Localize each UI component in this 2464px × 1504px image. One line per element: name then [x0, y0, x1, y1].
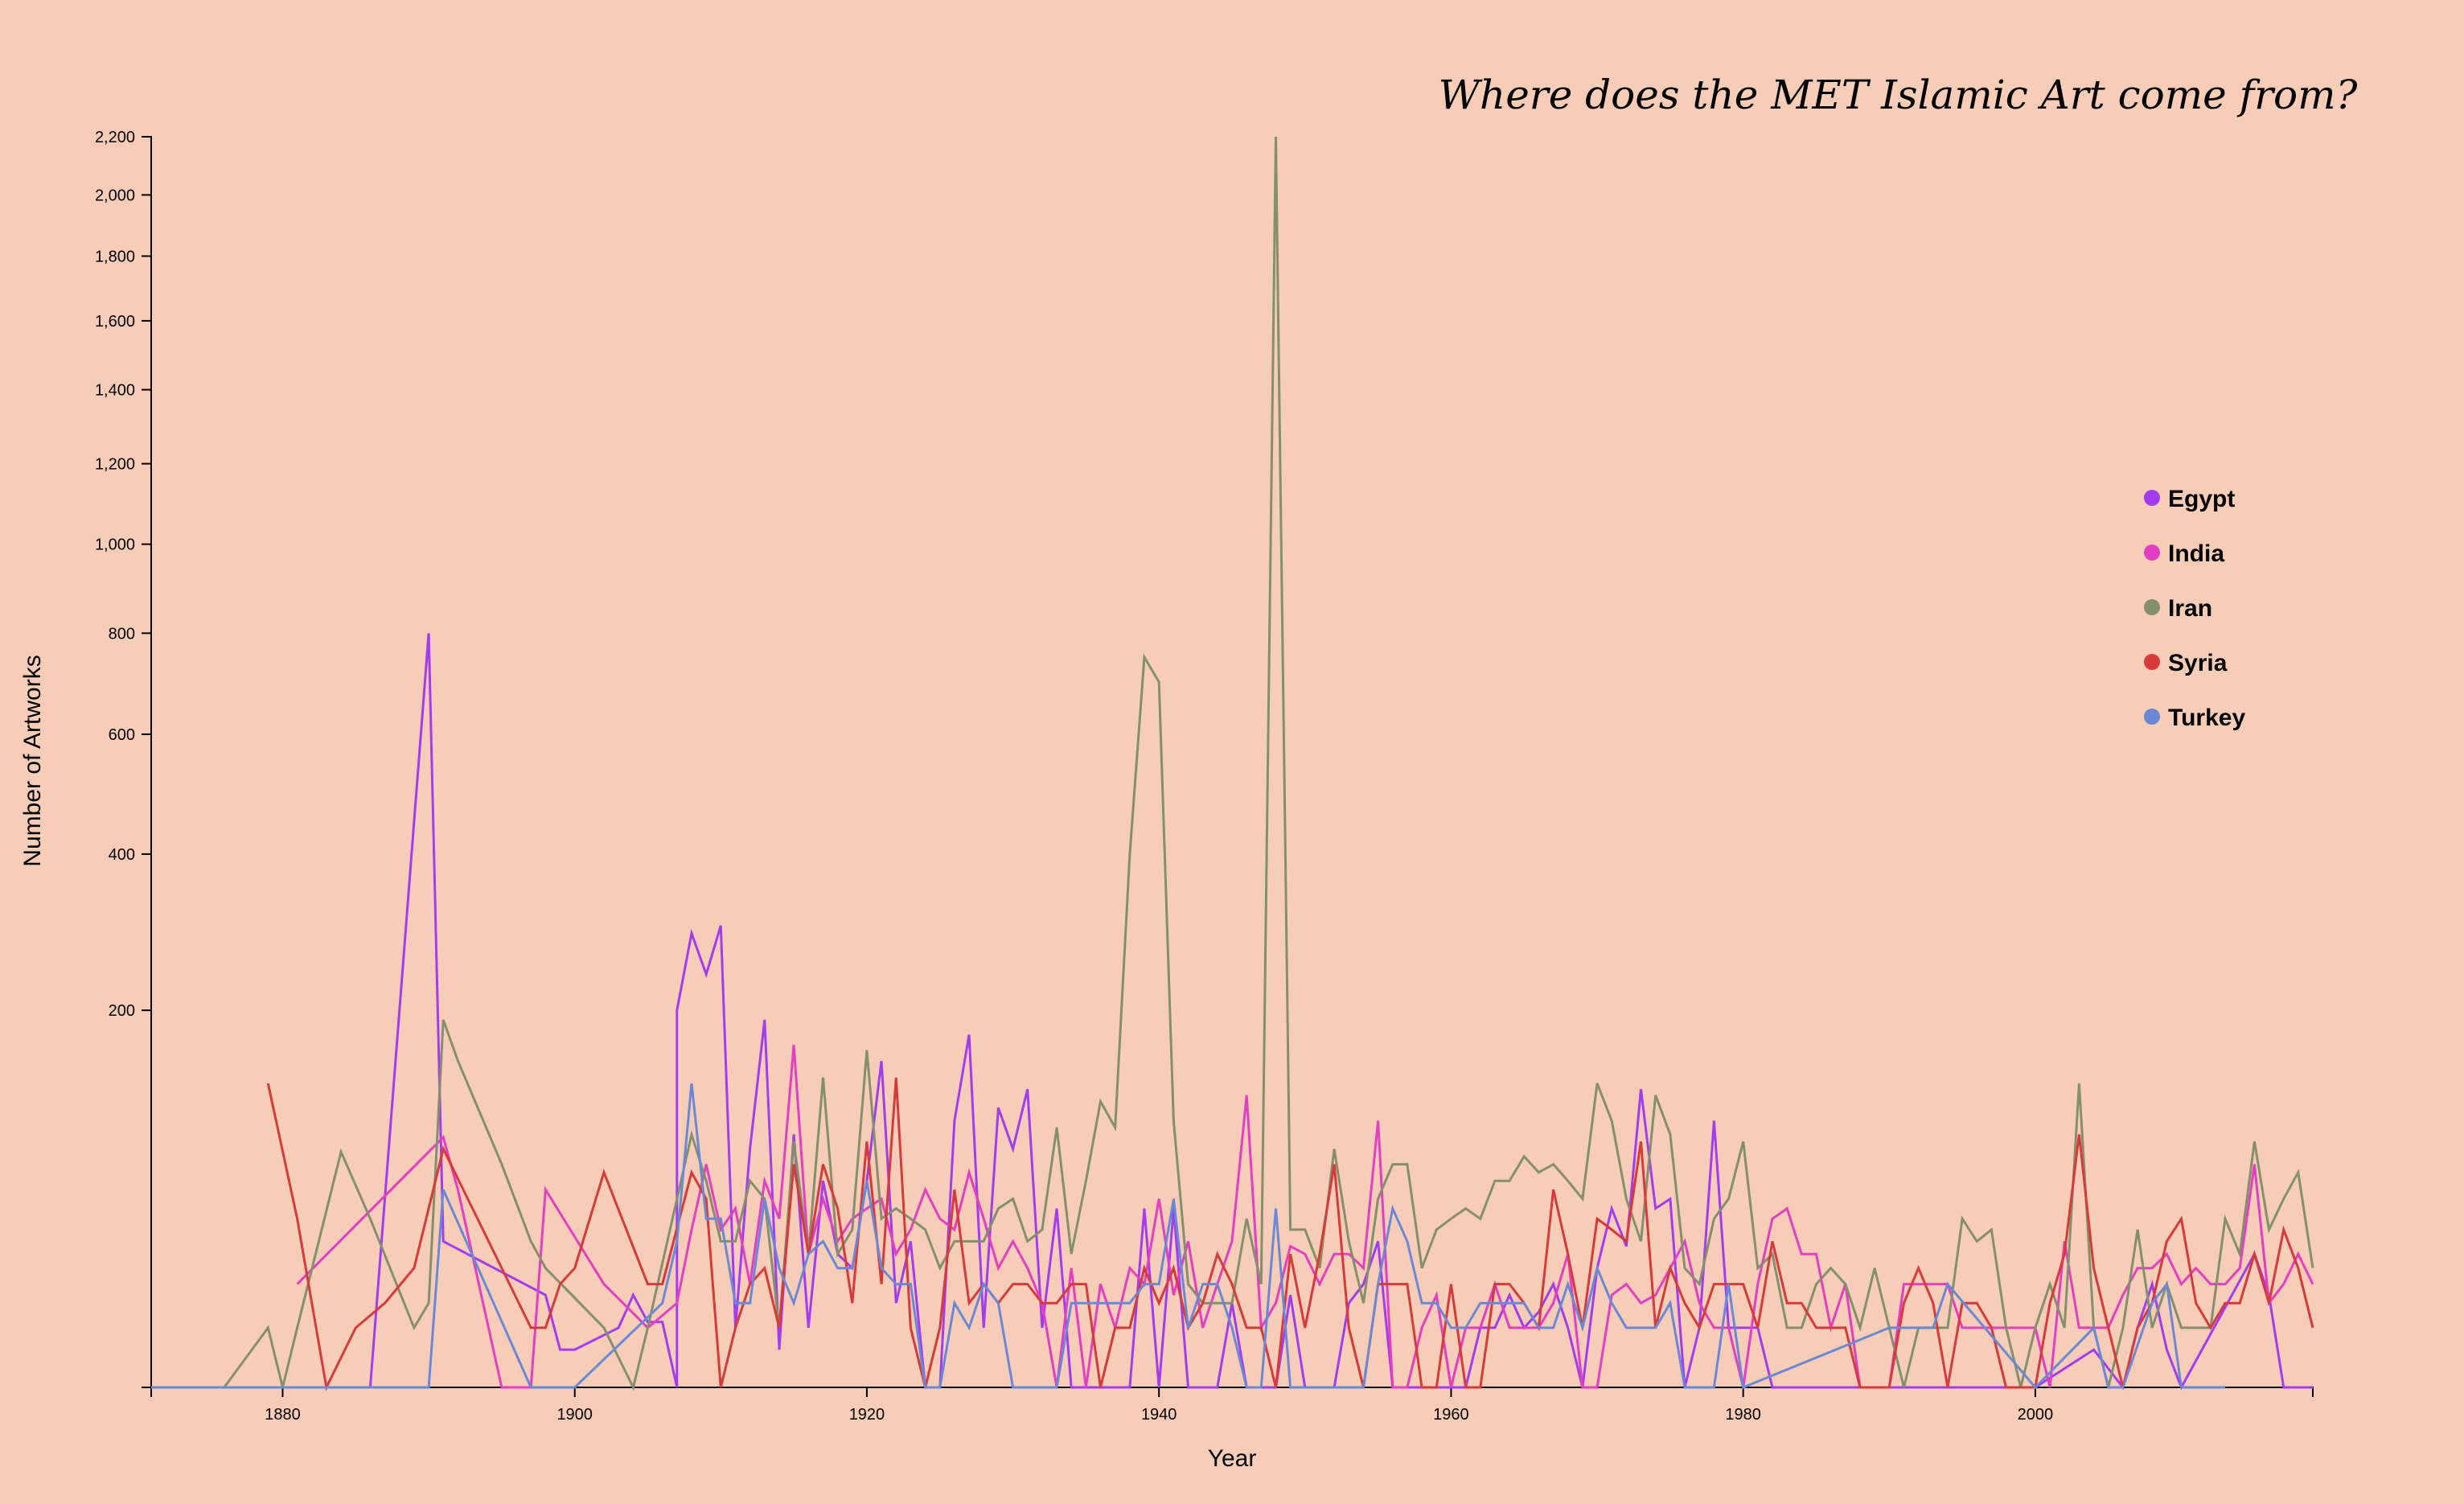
legend-swatch-turkey	[2144, 709, 2160, 725]
legend-label-egypt: Egypt	[2168, 486, 2235, 512]
y-tick-label: 1,000	[95, 536, 135, 554]
y-tick-label: 1,200	[95, 456, 135, 474]
legend-label-iran: Iran	[2168, 595, 2212, 622]
legend-swatch-egypt	[2144, 490, 2160, 506]
y-tick-label: 800	[109, 625, 135, 643]
legend-label-turkey: Turkey	[2168, 705, 2245, 731]
y-tick-label: 600	[109, 726, 135, 744]
x-tick-label: 1980	[1725, 1406, 1761, 1424]
legend-label-india: India	[2168, 540, 2224, 567]
y-axis-line	[142, 136, 152, 1388]
x-tick-label: 1920	[849, 1406, 885, 1424]
x-tick-label: 1900	[556, 1406, 593, 1424]
y-axis: 200 400 600 800 1,000 1,200 1,400 1,600 1,800 2,0…	[95, 129, 152, 1388]
legend-label-syria: Syria	[2168, 650, 2228, 676]
chart-title: Where does the MET Islamic Art come from…	[1439, 72, 2359, 118]
x-tick-label: 2000	[2018, 1406, 2054, 1424]
x-axis-title: Year	[1208, 1445, 1257, 1472]
y-tick-label: 200	[109, 1002, 135, 1020]
x-tick-label: 1880	[265, 1406, 301, 1424]
y-tick-label: 2,000	[95, 187, 135, 204]
series-line-iran	[151, 136, 2314, 1391]
x-tick-label: 1940	[1141, 1406, 1177, 1424]
legend-swatch-india	[2144, 544, 2160, 561]
y-tick-label: 1,800	[95, 248, 135, 265]
legend-swatch-iran	[2144, 599, 2160, 615]
series-lines	[151, 136, 2314, 1391]
x-tick-label: 1960	[1433, 1406, 1469, 1424]
y-tick-label: 1,600	[95, 313, 135, 331]
series-line-turkey	[151, 1083, 2225, 1390]
y-tick-label: 400	[109, 846, 135, 864]
legend: Egypt India Iran Syria Turkey	[2144, 486, 2245, 731]
x-axis-line	[150, 1387, 2314, 1397]
series-line-syria	[266, 1077, 2314, 1391]
y-tick-label: 2,200	[95, 129, 135, 146]
x-axis: 1880 1900 1920 1940 1960 1980 2000	[150, 1387, 2314, 1424]
y-axis-title: Number of Artworks	[19, 655, 46, 866]
legend-swatch-syria	[2144, 654, 2160, 670]
y-tick-label: 1,400	[95, 382, 135, 400]
